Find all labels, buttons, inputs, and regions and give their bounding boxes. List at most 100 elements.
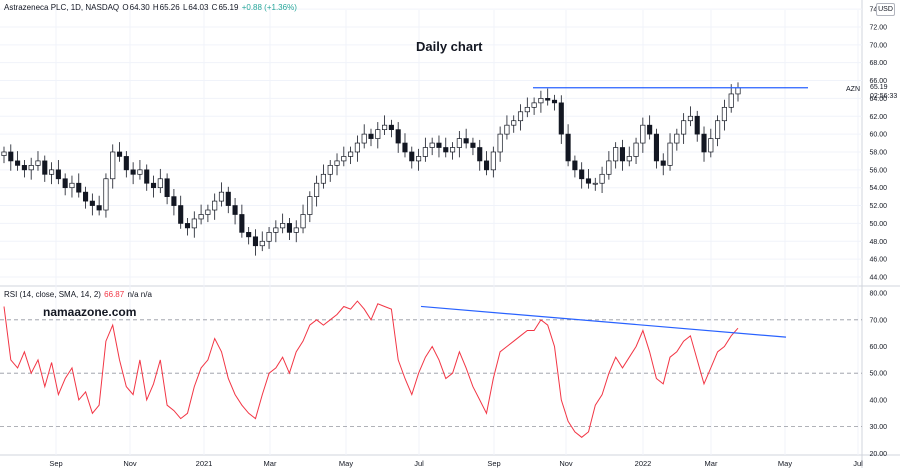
candle-body <box>55 169 61 180</box>
candle-body <box>463 138 469 144</box>
candle-body <box>42 160 48 175</box>
candle-body <box>354 142 360 153</box>
candle-body <box>191 218 197 229</box>
candle-body <box>164 178 170 197</box>
candle-body <box>470 142 476 148</box>
candle-body <box>76 182 82 193</box>
ohlc-header: Astrazeneca PLC, 1D, NASDAQ O64.30 H65.2… <box>4 3 298 12</box>
candle-body <box>613 147 619 162</box>
candle-body <box>69 182 75 189</box>
last-price-value: 65.19 <box>870 84 888 91</box>
price-tick-label: 66.00 <box>869 78 887 85</box>
candle-body <box>280 223 286 229</box>
candle-body <box>647 124 653 135</box>
candle-body <box>402 142 408 153</box>
high-value: 65.26 <box>159 3 180 12</box>
symbol-line: Astrazeneca PLC, 1D, NASDAQ <box>4 3 120 12</box>
candle-body <box>640 124 646 144</box>
price-tick-label: 50.00 <box>869 221 887 228</box>
candle-body <box>538 98 544 104</box>
candle-body <box>83 191 89 202</box>
candle-body <box>341 156 347 162</box>
candle-body <box>327 165 333 175</box>
price-tick-label: 56.00 <box>869 167 887 174</box>
candle-body <box>721 106 727 122</box>
candle-body <box>504 124 510 135</box>
price-tick-label: 58.00 <box>869 149 887 156</box>
x-tick-label: 2021 <box>196 459 213 468</box>
candle-body <box>178 205 184 224</box>
candle-body <box>626 156 632 162</box>
candle-body <box>606 160 612 175</box>
candle-body <box>660 160 666 166</box>
candle-body <box>368 133 374 139</box>
candle-body <box>687 115 693 122</box>
x-tick-label: Nov <box>123 459 137 468</box>
candle-body <box>225 191 231 206</box>
high-label: H <box>152 3 159 12</box>
candle-body <box>35 160 41 166</box>
candle-body <box>395 129 401 144</box>
candle-body <box>422 147 428 157</box>
candle-body <box>443 147 449 153</box>
open-value: 64.30 <box>129 3 150 12</box>
price-tick-label: 62.00 <box>869 114 887 121</box>
candle-body <box>300 214 306 229</box>
candle-body <box>599 173 605 184</box>
candle-body <box>572 160 578 171</box>
candle-body <box>416 156 422 162</box>
candle-body <box>409 151 415 162</box>
currency-button[interactable]: USD <box>876 3 895 16</box>
watermark: namaazone.com <box>43 305 137 319</box>
candle-body <box>307 196 313 215</box>
candle-body <box>708 138 714 153</box>
candle-body <box>110 151 116 180</box>
candle-body <box>96 205 102 211</box>
price-tick-label: 48.00 <box>869 239 887 246</box>
last-price-countdown: 02:56:33 <box>870 93 898 100</box>
candle-body <box>524 106 530 113</box>
rsi-label: RSI (14, close, SMA, 14, 2) <box>4 290 101 299</box>
price-tick-label: 64.00 <box>869 96 887 103</box>
candle-body <box>361 133 367 144</box>
price-tick-label: 60.00 <box>869 132 887 139</box>
candle-body <box>314 182 320 197</box>
candle-body <box>436 142 442 148</box>
close-label: C <box>211 3 218 12</box>
candle-body <box>137 169 143 175</box>
candle-body <box>545 98 551 101</box>
rsi-tick-label: 30.00 <box>869 424 887 431</box>
candle-body <box>477 147 483 162</box>
candle-body <box>198 214 204 220</box>
candle-body <box>674 133 680 144</box>
candle-body <box>375 129 381 139</box>
x-tick-label: Sep <box>487 459 500 468</box>
candle-body <box>116 151 123 157</box>
change-value: +0.88 (+1.36%) <box>241 3 297 12</box>
rsi-extra: n/a n/a <box>127 290 152 299</box>
candle-body <box>212 200 218 211</box>
candle-body <box>130 169 136 175</box>
candle-body <box>558 102 564 135</box>
candle-body <box>49 169 55 175</box>
candle-body <box>150 182 157 189</box>
candle-body <box>334 160 340 166</box>
candle-body <box>551 99 558 104</box>
rsi-tick-label: 70.00 <box>869 317 887 324</box>
candle-body <box>735 87 741 95</box>
candle-body <box>429 142 435 148</box>
x-tick-label: Sep <box>49 459 62 468</box>
candle-body <box>497 133 503 153</box>
candle-body <box>382 124 388 131</box>
x-tick-label: May <box>339 459 353 468</box>
candle-body <box>246 232 252 238</box>
x-tick-label: Mar <box>705 459 718 468</box>
price-tick-label: 54.00 <box>869 185 887 192</box>
rsi-header: RSI (14, close, SMA, 14, 2) 66.87 n/a n/… <box>4 290 153 299</box>
price-tick-label: 44.00 <box>869 275 887 282</box>
candle-body <box>218 191 225 202</box>
candle-body <box>531 102 537 108</box>
candle-body <box>483 160 490 171</box>
chart-title: Daily chart <box>416 39 483 54</box>
candle-body <box>619 147 626 162</box>
